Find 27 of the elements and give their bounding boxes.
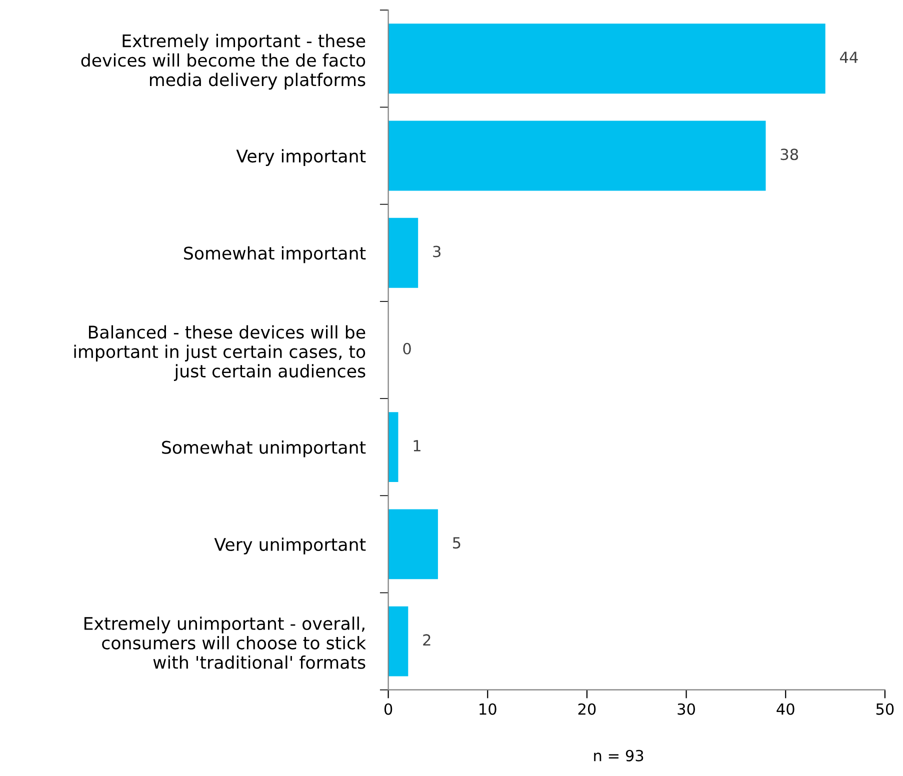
- y-tick-label: Extremely unimportant - overall, consumers will choose to stick with 'traditional' formats: [84, 616, 366, 669]
- x-tick-label: 30: [678, 703, 695, 715]
- bar: [388, 606, 408, 676]
- y-tick-label: Very unimportant: [214, 538, 366, 554]
- bar: [388, 24, 826, 94]
- x-tick-label: 20: [578, 703, 596, 715]
- bar: [388, 509, 438, 580]
- y-tick-label: Extremely important - these devices will become the de facto media delivery platforms: [81, 34, 366, 90]
- x-tick-label: 40: [776, 703, 794, 715]
- x-tick-label: 10: [480, 703, 496, 715]
- text: n = 93: [594, 750, 644, 762]
- data-label: 2: [423, 634, 430, 646]
- y-tick-label: Very important: [236, 149, 366, 166]
- data-label: 3: [433, 246, 440, 258]
- bar: [388, 412, 398, 482]
- bar: [388, 120, 766, 191]
- bar: [388, 218, 418, 288]
- x-tick-label: 50: [876, 703, 894, 715]
- x-tick-label: 0: [384, 703, 392, 715]
- data-label: 38: [780, 148, 798, 160]
- y-tick-label: Somewhat important: [184, 246, 366, 264]
- data-label: 1: [414, 440, 420, 452]
- data-label: 0: [403, 342, 411, 354]
- y-tick-label: Balanced - these devices will be important in just certain cases, to just certain audiences: [74, 325, 366, 381]
- data-label: 44: [840, 52, 858, 63]
- y-tick-label: Somewhat unimportant: [162, 440, 366, 458]
- data-label: 5: [453, 537, 460, 549]
